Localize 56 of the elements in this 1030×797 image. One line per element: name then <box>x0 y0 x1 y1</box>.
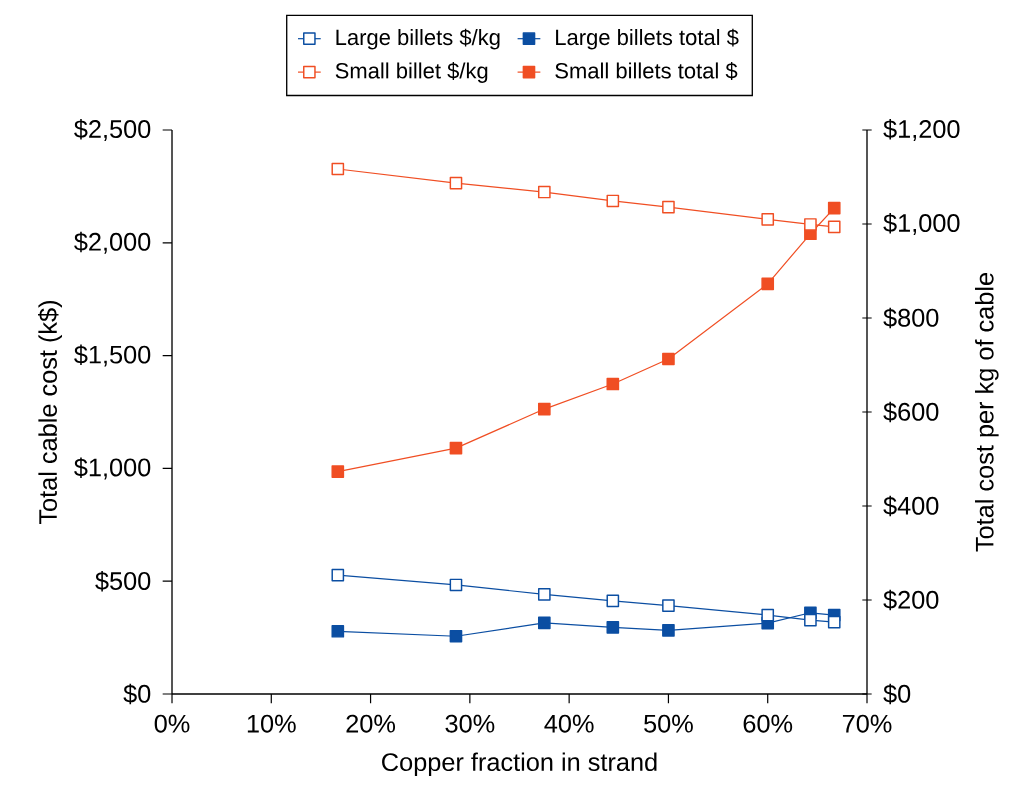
point <box>537 185 551 199</box>
y2-tick-label: $800 <box>883 307 939 329</box>
x-tick-label: 10% <box>247 714 296 733</box>
y-tick-label: $2,500 <box>74 119 151 141</box>
point <box>449 578 463 592</box>
x-axis-title: Copper fraction in strand <box>382 752 657 777</box>
y-tick-label: $1,500 <box>74 344 151 367</box>
legend-label: Large billets total $ <box>556 28 739 50</box>
point <box>662 200 675 214</box>
y2-tick-label: $200 <box>883 589 939 611</box>
legend-label: Small billets total $ <box>555 62 738 80</box>
point <box>662 599 675 612</box>
y2-tick-label: $600 <box>883 401 939 423</box>
y-tick-label: $1,000 <box>74 457 151 480</box>
x-tick-label: 30% <box>445 714 495 733</box>
point <box>827 201 841 215</box>
x-tick-label: 60% <box>743 714 793 733</box>
x-tick-label: 0% <box>154 714 190 733</box>
point <box>761 277 775 291</box>
point <box>449 176 463 190</box>
y-axis-title: Total cable cost (k$) <box>38 300 62 525</box>
point <box>449 629 463 643</box>
point <box>827 220 841 234</box>
point <box>331 568 345 582</box>
point <box>804 218 817 231</box>
point <box>761 608 775 622</box>
y2-tick-label: $1,200 <box>883 119 960 141</box>
y-tick-label: $0 <box>123 683 151 705</box>
x-tick-label: 20% <box>346 714 396 733</box>
legend-label: Small billet $/kg <box>335 62 488 83</box>
y2-tick-label: $0 <box>883 683 911 705</box>
point <box>827 615 841 629</box>
point <box>662 352 675 366</box>
y-tick-label: $500 <box>95 570 151 592</box>
point <box>804 613 817 627</box>
point <box>537 616 551 630</box>
point <box>606 594 620 608</box>
point <box>331 624 345 638</box>
point <box>449 441 463 455</box>
point <box>761 212 775 226</box>
point <box>331 465 345 478</box>
point <box>606 621 620 634</box>
legend-label: Large billets $/kg <box>336 28 500 50</box>
y-tick-label: $2,000 <box>74 231 151 254</box>
y2-tick-label: $1,000 <box>883 213 960 235</box>
x-tick-label: 40% <box>544 714 594 733</box>
point <box>606 377 620 391</box>
point <box>331 162 345 176</box>
x-tick-label: 70% <box>842 714 892 733</box>
point <box>537 588 551 601</box>
point <box>537 402 551 416</box>
x-tick-label: 50% <box>644 714 693 733</box>
y2-axis-title: Total cost per kg of cable <box>975 273 999 552</box>
point <box>662 624 675 637</box>
y2-tick-label: $400 <box>883 495 939 517</box>
point <box>606 194 620 208</box>
